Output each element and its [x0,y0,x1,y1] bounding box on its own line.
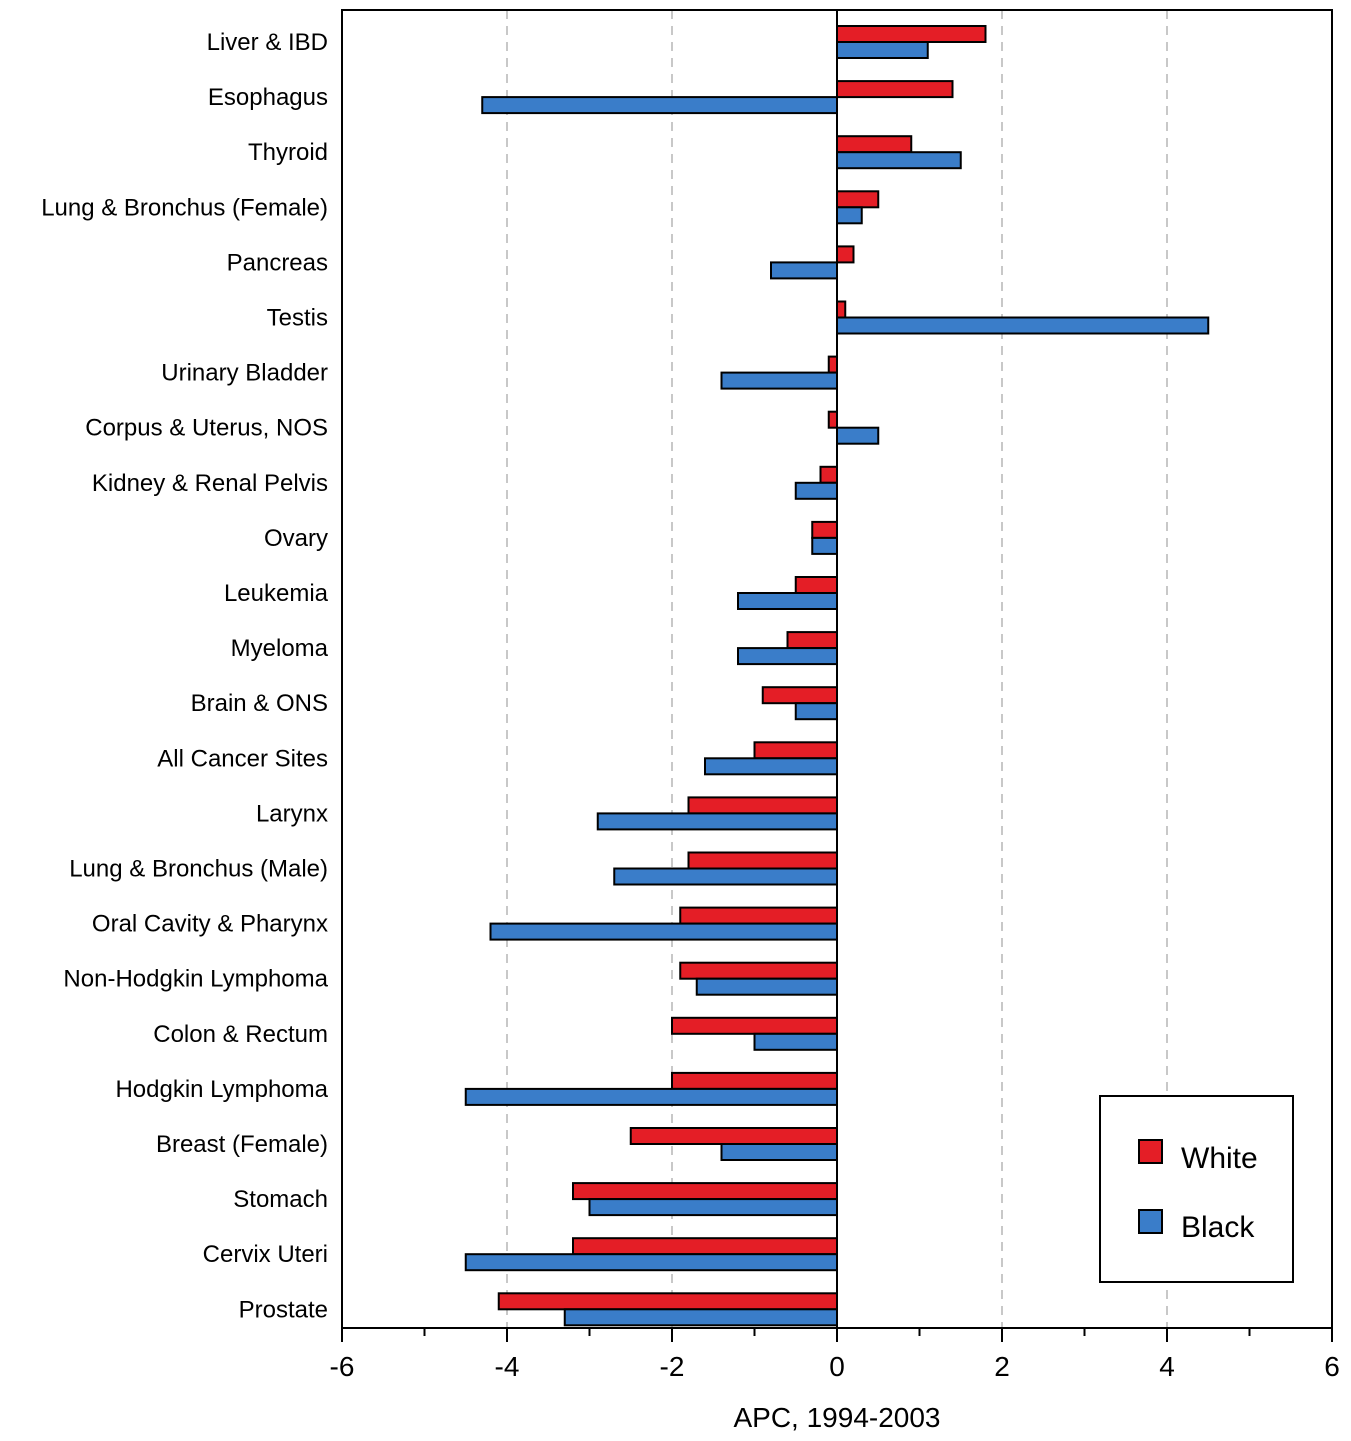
bar-black [794,481,838,500]
category-label: Liver & IBD [207,29,328,56]
category-label: Stomach [233,1186,328,1213]
bar-black [695,977,838,996]
category-label: Leukemia [224,580,329,607]
category-label: Cervix Uteri [203,1241,328,1268]
bar-white [572,1182,838,1201]
bar-white [761,686,838,705]
bar-black [770,261,838,280]
bar-black [704,757,838,776]
bar-black [836,151,962,170]
bar-white [836,135,913,154]
bar-black [464,1253,838,1272]
bar-white [836,300,847,319]
bar-white [687,851,838,870]
category-label: Colon & Rectum [153,1021,328,1048]
bar-white [679,906,838,925]
legend: White Black [1099,1095,1294,1283]
legend-swatch-black [1138,1209,1163,1234]
category-label: Lung & Bronchus (Female) [41,194,328,221]
x-tick-label: 2 [994,1351,1010,1382]
bar-black [737,647,838,666]
bar-black [588,1198,838,1217]
bar-white [836,80,954,99]
category-label: Hodgkin Lymphoma [115,1076,328,1103]
x-tick-label: 0 [829,1351,845,1382]
bar-white [811,520,838,539]
legend-label-white: White [1181,1142,1258,1175]
bar-white [671,1071,838,1090]
legend-label-black: Black [1181,1211,1255,1244]
bar-white [836,190,880,209]
category-label: Non-Hodgkin Lymphoma [63,966,328,993]
category-label: Oral Cavity & Pharynx [92,911,328,938]
bar-black [563,1308,838,1327]
x-axis-title: APC, 1994-2003 [733,1402,940,1433]
x-tick-label: -6 [330,1351,355,1382]
bar-black [737,592,838,610]
bar-black [720,371,838,390]
x-tick-label: 6 [1324,1351,1340,1382]
category-label: Esophagus [208,84,328,111]
bar-white [794,576,838,594]
bar-white [836,25,987,43]
bar-white [497,1292,838,1311]
bar-black [836,426,880,445]
category-label: Kidney & Renal Pelvis [92,470,328,497]
bar-white [679,961,838,980]
category-labels: Liver & IBD Esophagus Thyroid Lung & Bronch… [41,29,328,1323]
bar-black [836,41,929,59]
category-label: Testis [267,305,328,332]
bar-black [836,206,863,225]
bar-black [794,702,838,721]
legend-box [1099,1095,1294,1283]
bar-white [827,355,838,374]
bar-white [753,741,838,760]
bar-black [489,922,838,941]
category-label: Lung & Bronchus (Male) [69,856,328,883]
category-label: Breast (Female) [156,1131,328,1158]
bar-white [629,1127,838,1145]
category-label: Urinary Bladder [161,360,328,387]
bar-white [572,1237,838,1256]
category-label: Brain & ONS [191,690,328,717]
bar-white [687,796,838,815]
x-axis: -6 -4 -2 0 2 4 6 [330,1328,1340,1382]
category-label: Ovary [264,525,328,552]
category-label: Myeloma [231,635,329,662]
bar-black [811,536,838,555]
gridlines [506,10,1168,1328]
bar-white [819,465,838,484]
x-tick-label: -4 [495,1351,520,1382]
bar-black [753,1032,838,1051]
bar-white [786,631,838,650]
category-label: Pancreas [227,249,328,276]
bar-black [720,1143,838,1161]
bar-black [481,96,838,115]
x-tick-label: -2 [660,1351,685,1382]
category-label: All Cancer Sites [157,745,328,772]
bar-black [464,1087,838,1106]
category-label: Larynx [256,800,328,827]
category-label: Thyroid [248,139,328,166]
category-label: Corpus & Uterus, NOS [85,415,328,442]
bar-black [613,867,838,886]
x-tick-label: 4 [1159,1351,1175,1382]
bar-white [671,1016,838,1035]
bar-white [827,410,838,429]
bar-black [836,316,1210,335]
bar-black [596,812,838,831]
bar-white [836,245,855,264]
category-label: Prostate [239,1296,328,1323]
legend-swatch-white [1138,1139,1163,1164]
